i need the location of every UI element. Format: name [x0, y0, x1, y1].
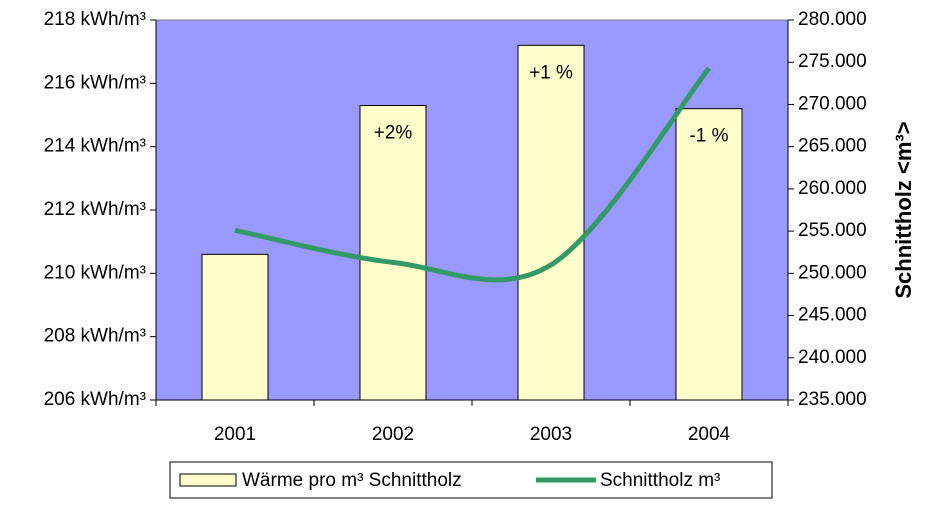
y2-tick-label: 280.000	[798, 9, 867, 30]
y2-tick-label: 255.000	[798, 220, 867, 241]
y2-tick-label: 265.000	[798, 136, 867, 157]
y2-tick-label: 260.000	[798, 178, 867, 199]
y2-tick-label: 250.000	[798, 262, 867, 283]
legend-box	[169, 461, 773, 499]
y-tick-label: 216 kWh/m³	[44, 72, 146, 93]
annotation: -1 %	[689, 126, 728, 147]
y2-tick-label: 245.000	[798, 305, 867, 326]
line-series	[234, 66, 711, 283]
bar	[675, 108, 743, 401]
annotation: +1 %	[529, 62, 573, 83]
y-tick-label: 206 kWh/m³	[44, 389, 146, 410]
legend-label: Wärme pro m³ Schnittholz	[242, 470, 462, 491]
bar	[359, 105, 427, 401]
bar	[201, 253, 269, 401]
x-tick-label: 2004	[688, 424, 731, 445]
y2-tick-label: 270.000	[798, 93, 867, 114]
y-tick-label: 214 kWh/m³	[44, 136, 146, 157]
y2-tick-label: 240.000	[798, 347, 867, 368]
y-tick-label: 212 kWh/m³	[44, 199, 146, 220]
y-tick-label: 208 kWh/m³	[44, 326, 146, 347]
annotation: +2%	[374, 123, 413, 144]
bar	[517, 44, 585, 401]
legend-label: Schnittholz m³	[600, 470, 720, 491]
x-tick-label: 2001	[214, 424, 256, 445]
y-tick-label: 218 kWh/m³	[44, 9, 146, 30]
x-tick-label: 2002	[372, 424, 414, 445]
y2-tick-label: 235.000	[798, 389, 867, 410]
y2-axis-label: Schnittholz <m³>	[891, 121, 916, 298]
y-tick-label: 210 kWh/m³	[44, 262, 146, 283]
legend-swatch	[179, 473, 237, 487]
y2-tick-label: 275.000	[798, 51, 867, 72]
x-tick-label: 2003	[530, 424, 572, 445]
